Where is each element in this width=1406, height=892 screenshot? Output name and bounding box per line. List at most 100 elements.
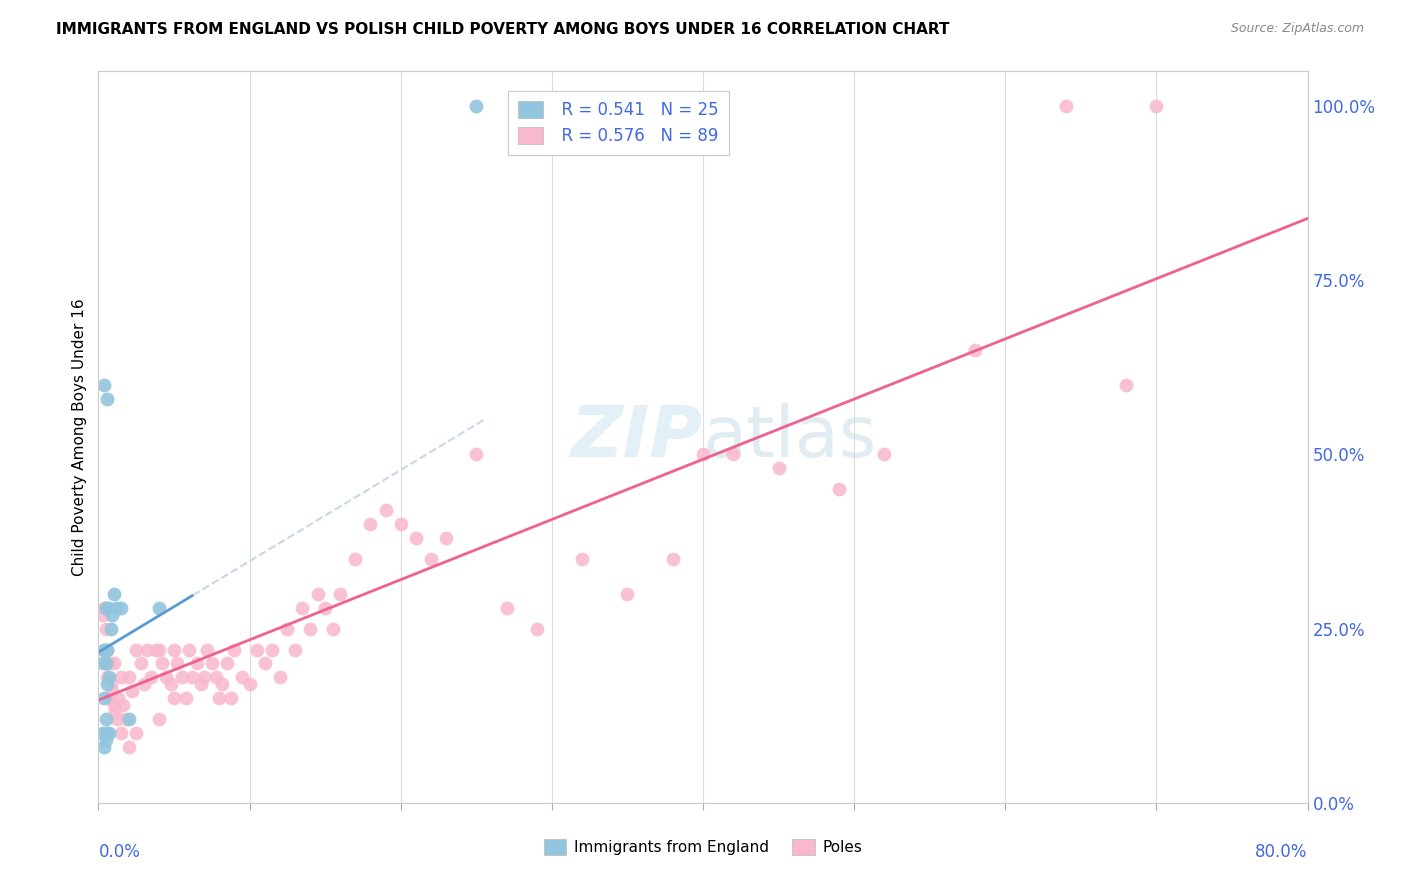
Point <box>94 600 117 615</box>
Point <box>148 600 170 615</box>
Point <box>114 712 136 726</box>
Point <box>434 531 457 545</box>
Point <box>94 733 117 747</box>
Point <box>94 622 117 636</box>
Point <box>262 642 284 657</box>
Point <box>96 392 118 406</box>
Point <box>276 622 298 636</box>
Text: Source: ZipAtlas.com: Source: ZipAtlas.com <box>1230 22 1364 36</box>
Point <box>768 461 790 475</box>
Point <box>215 657 238 671</box>
Point <box>253 657 276 671</box>
Point <box>93 691 115 706</box>
Y-axis label: Child Poverty Among Boys Under 16: Child Poverty Among Boys Under 16 <box>72 298 87 576</box>
Point <box>231 670 253 684</box>
Point <box>314 600 336 615</box>
Point <box>344 552 367 566</box>
Text: 80.0%: 80.0% <box>1256 843 1308 861</box>
Point <box>96 642 118 657</box>
Point <box>179 642 201 657</box>
Point <box>132 677 155 691</box>
Point <box>91 726 114 740</box>
Point <box>190 677 212 691</box>
Point <box>103 698 125 713</box>
Point <box>91 607 114 622</box>
Point <box>1115 377 1137 392</box>
Point <box>98 657 121 671</box>
Point <box>723 448 745 462</box>
Point <box>91 657 114 671</box>
Point <box>148 712 170 726</box>
Point <box>101 684 124 698</box>
Point <box>111 698 134 713</box>
Point <box>129 657 152 671</box>
Point <box>103 657 125 671</box>
Point <box>101 607 124 622</box>
Point <box>1054 99 1077 113</box>
Point <box>208 691 231 706</box>
Point <box>118 712 141 726</box>
Text: IMMIGRANTS FROM ENGLAND VS POLISH CHILD POVERTY AMONG BOYS UNDER 16 CORRELATION : IMMIGRANTS FROM ENGLAND VS POLISH CHILD … <box>56 22 949 37</box>
Point <box>374 503 396 517</box>
Point <box>96 670 118 684</box>
Point <box>307 587 329 601</box>
Point <box>405 531 427 545</box>
Point <box>616 587 638 601</box>
Point <box>107 691 129 706</box>
Point <box>110 600 132 615</box>
Point <box>465 99 488 113</box>
Point <box>571 552 593 566</box>
Point <box>221 691 243 706</box>
Point <box>329 587 352 601</box>
Point <box>211 677 233 691</box>
Point <box>94 657 117 671</box>
Point <box>100 622 122 636</box>
Point <box>186 657 208 671</box>
Point <box>145 642 167 657</box>
Point <box>98 600 121 615</box>
Point <box>105 600 128 615</box>
Point <box>110 670 132 684</box>
Point <box>150 657 173 671</box>
Point <box>93 600 115 615</box>
Point <box>181 670 204 684</box>
Point <box>166 657 188 671</box>
Text: atlas: atlas <box>703 402 877 472</box>
Text: 0.0%: 0.0% <box>98 843 141 861</box>
Point <box>692 448 714 462</box>
Point <box>94 600 117 615</box>
Point <box>104 705 127 719</box>
Point <box>105 712 128 726</box>
Point <box>360 517 382 532</box>
Point <box>269 670 291 684</box>
Point <box>125 726 148 740</box>
Point <box>170 670 193 684</box>
Point <box>121 684 143 698</box>
Point <box>873 448 896 462</box>
Point <box>93 642 115 657</box>
Point <box>526 622 548 636</box>
Point <box>420 552 443 566</box>
Point <box>93 642 115 657</box>
Point <box>96 642 118 657</box>
Point <box>160 677 183 691</box>
Point <box>155 670 177 684</box>
Point <box>118 670 141 684</box>
Point <box>100 677 122 691</box>
Point <box>163 691 186 706</box>
Point <box>94 657 117 671</box>
Point <box>201 657 224 671</box>
Point <box>93 377 115 392</box>
Point <box>495 600 517 615</box>
Point <box>299 622 322 636</box>
Point <box>125 642 148 657</box>
Point <box>141 670 163 684</box>
Point <box>118 740 141 755</box>
Point <box>661 552 683 566</box>
Point <box>93 740 115 755</box>
Point <box>98 691 121 706</box>
Point <box>246 642 269 657</box>
Point <box>98 726 121 740</box>
Text: ZIP: ZIP <box>571 402 703 472</box>
Point <box>322 622 344 636</box>
